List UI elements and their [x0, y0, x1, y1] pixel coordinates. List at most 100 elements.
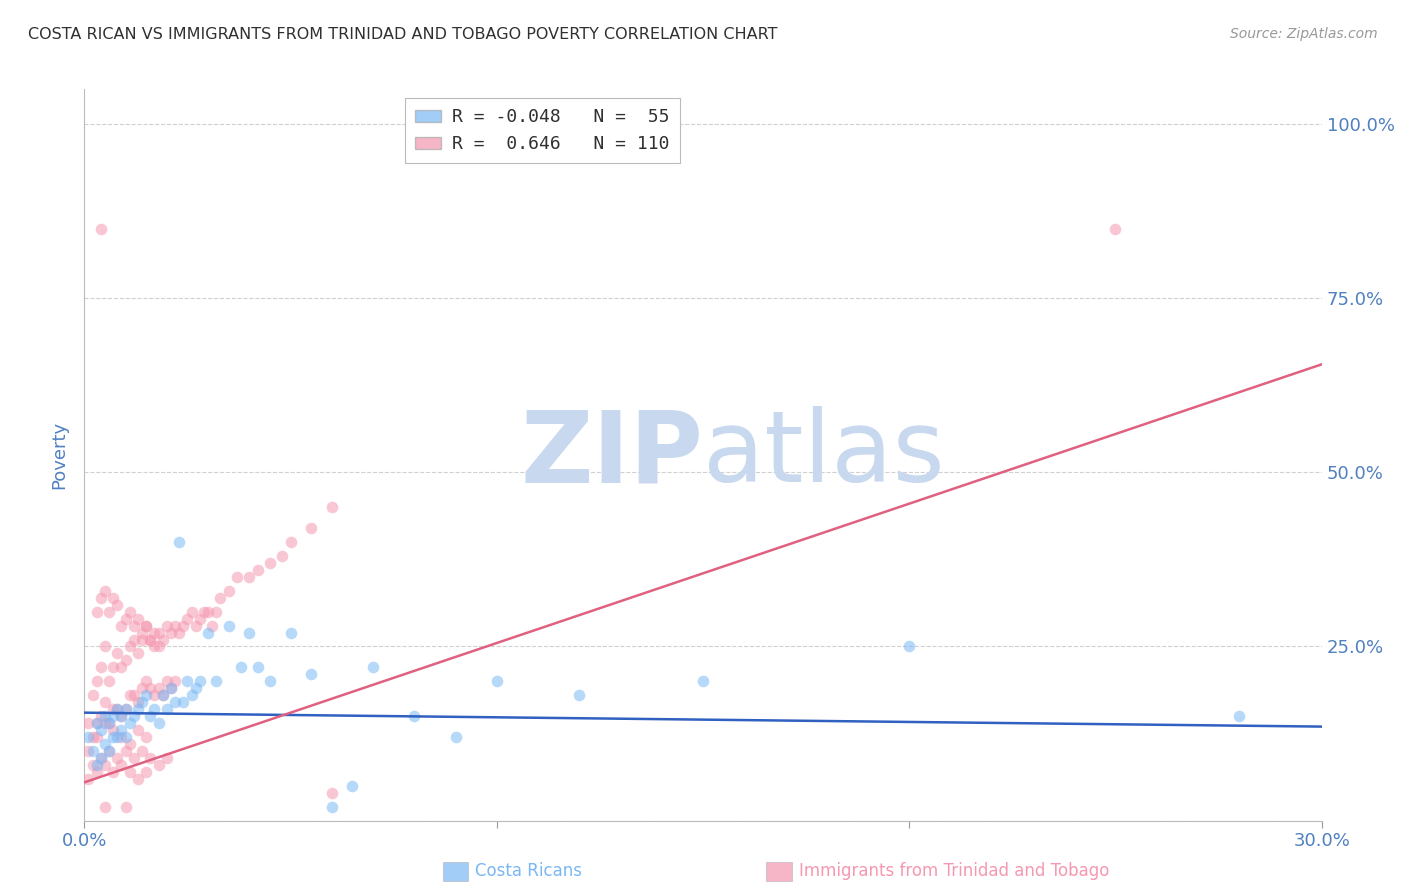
Point	[90, 221, 112, 235]
Point	[342, 779, 364, 793]
Point	[143, 702, 166, 716]
Point	[152, 688, 174, 702]
Point	[135, 618, 157, 632]
Point	[110, 758, 132, 772]
Point	[103, 660, 125, 674]
Point	[259, 674, 281, 689]
Point	[156, 751, 179, 765]
Text: atlas: atlas	[703, 407, 945, 503]
Point	[143, 688, 166, 702]
Point	[1227, 709, 1250, 723]
Point	[110, 709, 132, 723]
Point	[165, 618, 187, 632]
Point	[259, 556, 281, 570]
Point	[156, 618, 179, 632]
Point	[114, 612, 136, 626]
Text: ZIP: ZIP	[520, 407, 703, 503]
Point	[94, 758, 117, 772]
Point	[131, 681, 153, 696]
Point	[122, 709, 145, 723]
Point	[114, 799, 136, 814]
Point	[246, 660, 269, 674]
Point	[152, 632, 174, 647]
Point	[218, 618, 240, 632]
Point	[898, 640, 921, 654]
Point	[86, 716, 108, 731]
Point	[160, 625, 183, 640]
Point	[103, 764, 125, 779]
Point	[139, 751, 162, 765]
Point	[94, 737, 117, 751]
Point	[90, 751, 112, 765]
Point	[98, 674, 121, 689]
Point	[246, 563, 269, 577]
Y-axis label: Poverty: Poverty	[51, 421, 69, 489]
Point	[165, 695, 187, 709]
Point	[299, 521, 322, 535]
Point	[90, 723, 112, 737]
Point	[110, 709, 132, 723]
Point	[118, 640, 141, 654]
Point	[103, 702, 125, 716]
Point	[148, 640, 170, 654]
Point	[94, 709, 117, 723]
Point	[90, 660, 112, 674]
Point	[188, 612, 211, 626]
Point	[103, 709, 125, 723]
Point	[127, 772, 149, 786]
Point	[86, 764, 108, 779]
Point	[110, 660, 132, 674]
Point	[485, 674, 508, 689]
Point	[105, 751, 128, 765]
Point	[118, 764, 141, 779]
Point	[139, 632, 162, 647]
Point	[218, 583, 240, 598]
Point	[94, 799, 117, 814]
Point	[139, 681, 162, 696]
Point	[226, 570, 249, 584]
Point	[135, 688, 157, 702]
Point	[156, 674, 179, 689]
Point	[118, 716, 141, 731]
Point	[94, 640, 117, 654]
Point	[148, 716, 170, 731]
Point	[361, 660, 384, 674]
Point	[321, 500, 343, 515]
Point	[271, 549, 294, 563]
Point	[127, 695, 149, 709]
Point	[131, 632, 153, 647]
Text: Source: ZipAtlas.com: Source: ZipAtlas.com	[1230, 27, 1378, 41]
Point	[122, 688, 145, 702]
Point	[172, 695, 194, 709]
Point	[180, 605, 202, 619]
Point	[105, 647, 128, 661]
Point	[127, 612, 149, 626]
Point	[165, 674, 187, 689]
Point	[280, 535, 302, 549]
Point	[152, 688, 174, 702]
Point	[299, 667, 322, 681]
Point	[139, 632, 162, 647]
Point	[321, 786, 343, 800]
Point	[148, 625, 170, 640]
Point	[110, 730, 132, 744]
Point	[160, 681, 183, 696]
Point	[568, 688, 591, 702]
Point	[122, 618, 145, 632]
Point	[105, 702, 128, 716]
Point	[105, 598, 128, 612]
Point	[205, 605, 228, 619]
Point	[114, 653, 136, 667]
Point	[98, 744, 121, 758]
Point	[90, 591, 112, 605]
Point	[103, 730, 125, 744]
Point	[180, 688, 202, 702]
Point	[188, 674, 211, 689]
Point	[131, 625, 153, 640]
Point	[209, 591, 232, 605]
Point	[135, 618, 157, 632]
Point	[139, 709, 162, 723]
Point	[98, 744, 121, 758]
Point	[103, 591, 125, 605]
Point	[135, 674, 157, 689]
